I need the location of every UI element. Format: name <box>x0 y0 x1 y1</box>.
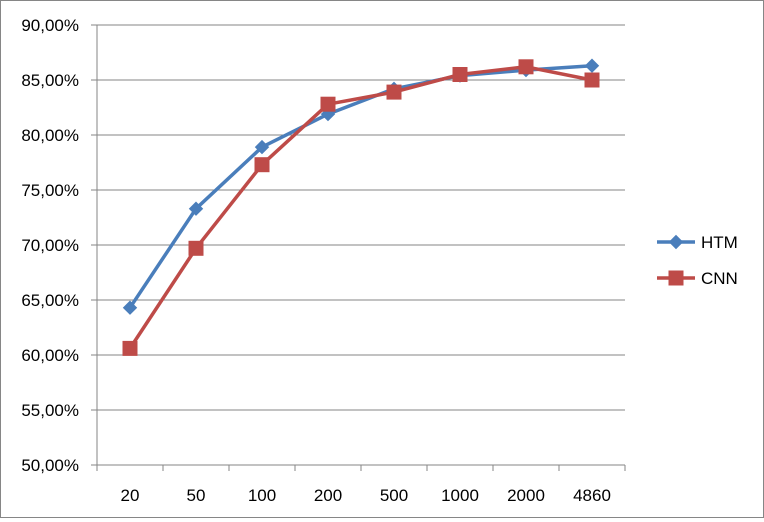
y-tick-label: 75,00% <box>21 181 79 200</box>
data-point-square <box>122 340 138 356</box>
series <box>122 58 600 356</box>
data-point-diamond <box>122 300 138 315</box>
legend-label: CNN <box>701 269 738 288</box>
data-point-square <box>452 67 468 82</box>
data-point-diamond <box>188 201 204 216</box>
y-tick-label: 60,00% <box>21 346 79 365</box>
x-tick-labels: 20 50 100 200 500 1000 2000 4860 <box>121 486 611 505</box>
data-point-square <box>320 96 336 112</box>
legend-item-cnn: CNN <box>657 269 738 288</box>
legend: HTM CNN <box>657 233 738 288</box>
y-tick-label: 80,00% <box>21 126 79 145</box>
data-point-diamond <box>584 58 600 73</box>
y-tick-label: 50,00% <box>21 456 79 475</box>
data-point-square <box>584 72 600 88</box>
y-tick-label: 70,00% <box>21 236 79 255</box>
axes <box>91 24 626 471</box>
x-tick-label: 20 <box>121 486 140 505</box>
data-point-square <box>254 157 270 173</box>
series-cnn <box>122 59 600 356</box>
x-tick-label: 200 <box>314 486 342 505</box>
series-line <box>128 65 593 350</box>
data-point-diamond <box>668 234 684 250</box>
legend-label: HTM <box>701 233 738 252</box>
x-tick-label: 100 <box>248 486 276 505</box>
y-tick-label: 85,00% <box>21 71 79 90</box>
y-tick-label: 55,00% <box>21 401 79 420</box>
x-tick-label: 500 <box>380 486 408 505</box>
data-point-square <box>518 59 534 75</box>
legend-item-htm: HTM <box>657 233 738 252</box>
data-point-square <box>668 270 684 286</box>
data-point-diamond <box>254 139 270 155</box>
y-tick-label: 65,00% <box>21 291 79 310</box>
grid-lines <box>97 24 625 411</box>
x-tick-label: 50 <box>187 486 206 505</box>
data-point-square <box>188 240 204 256</box>
y-tick-labels: 50,00% 55,00% 60,00% 65,00% 70,00% 75,00% 80,0… <box>21 16 79 475</box>
series-line <box>128 63 593 309</box>
data-point-square <box>386 84 402 100</box>
x-tick-label: 1000 <box>441 486 479 505</box>
x-tick-label: 2000 <box>507 486 545 505</box>
y-tick-label: 90,00% <box>21 16 79 35</box>
x-tick-label: 4860 <box>573 486 611 505</box>
